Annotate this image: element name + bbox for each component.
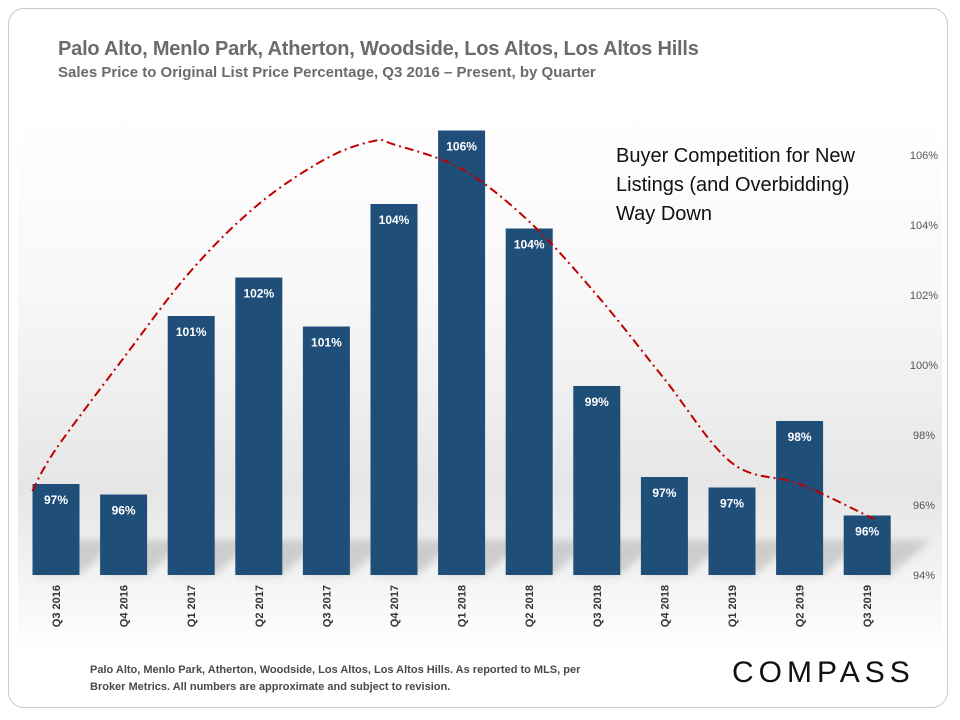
x-tick-label: Q3 2016 [51,585,63,627]
x-tick-label: Q4 2017 [389,585,401,627]
footer-note-line-2: Broker Metrics. All numbers are approxim… [90,681,451,693]
bar-value-label: 101% [176,325,207,339]
bar-q1-2017 [167,316,215,575]
annotation-line-1: Buyer Competition for New [616,145,855,167]
bar-q1-2018 [438,130,486,575]
x-tick-label: Q1 2018 [457,585,469,627]
bar-q3-2016 [32,484,80,575]
x-tick-label: Q4 2016 [119,585,131,627]
y-tick-label: 100% [910,360,938,372]
bar-value-label: 104% [379,213,410,227]
footer-note-line-1: Palo Alto, Menlo Park, Atherton, Woodsid… [90,664,581,676]
annotation-line-3: Way Down [616,203,712,225]
chart-subtitle: Sales Price to Original List Price Perce… [58,64,596,81]
bar-value-label: 104% [514,238,545,252]
bar-q4-2018 [640,477,688,575]
y-tick-label: 104% [910,220,938,232]
bar-q3-2018 [573,386,621,575]
bar-q3-2019 [843,515,891,575]
x-tick-label: Q2 2017 [254,585,266,627]
y-tick-label: 98% [913,430,935,442]
trend-curve [31,138,875,520]
bar-value-label: 99% [585,395,609,409]
x-tick-label: Q4 2018 [659,585,671,627]
x-tick-label: Q3 2017 [321,585,333,627]
bar-value-label: 101% [311,336,342,350]
bar-value-label: 97% [44,493,68,507]
x-tick-label: Q2 2019 [795,585,807,627]
x-tick-label: Q3 2018 [592,585,604,627]
bar-value-label: 97% [720,497,744,511]
bar-q3-2017 [302,326,350,575]
bar-q2-2019 [776,421,824,575]
y-tick-label: 94% [913,570,935,582]
bar-value-label: 97% [652,486,676,500]
compass-logo: COMPASS [732,656,915,689]
bar-q2-2018 [505,228,553,575]
bar-q1-2019 [708,487,756,575]
bar-value-label: 98% [788,430,812,444]
y-tick-label: 106% [910,150,938,162]
x-tick-label: Q2 2018 [524,585,536,627]
chart-title: Palo Alto, Menlo Park, Atherton, Woodsid… [58,38,699,60]
bar-q2-2017 [235,277,283,575]
bar-q4-2017 [370,204,418,575]
bar-value-label: 96% [855,525,879,539]
bar-value-label: 96% [112,504,136,518]
x-tick-label: Q3 2019 [862,585,874,627]
x-tick-label: Q1 2017 [186,585,198,627]
footer-note: Palo Alto, Menlo Park, Atherton, Woodsid… [90,662,650,696]
bar-value-label: 106% [446,140,477,154]
annotation-line-2: Listings (and Overbidding) [616,174,850,196]
bar-value-label: 102% [243,287,274,301]
y-tick-label: 96% [913,500,935,512]
y-tick-label: 102% [910,290,938,302]
bar-q4-2016 [100,494,148,575]
x-tick-label: Q1 2019 [727,585,739,627]
annotation-text: Buyer Competition for New Listings (and … [616,142,855,229]
